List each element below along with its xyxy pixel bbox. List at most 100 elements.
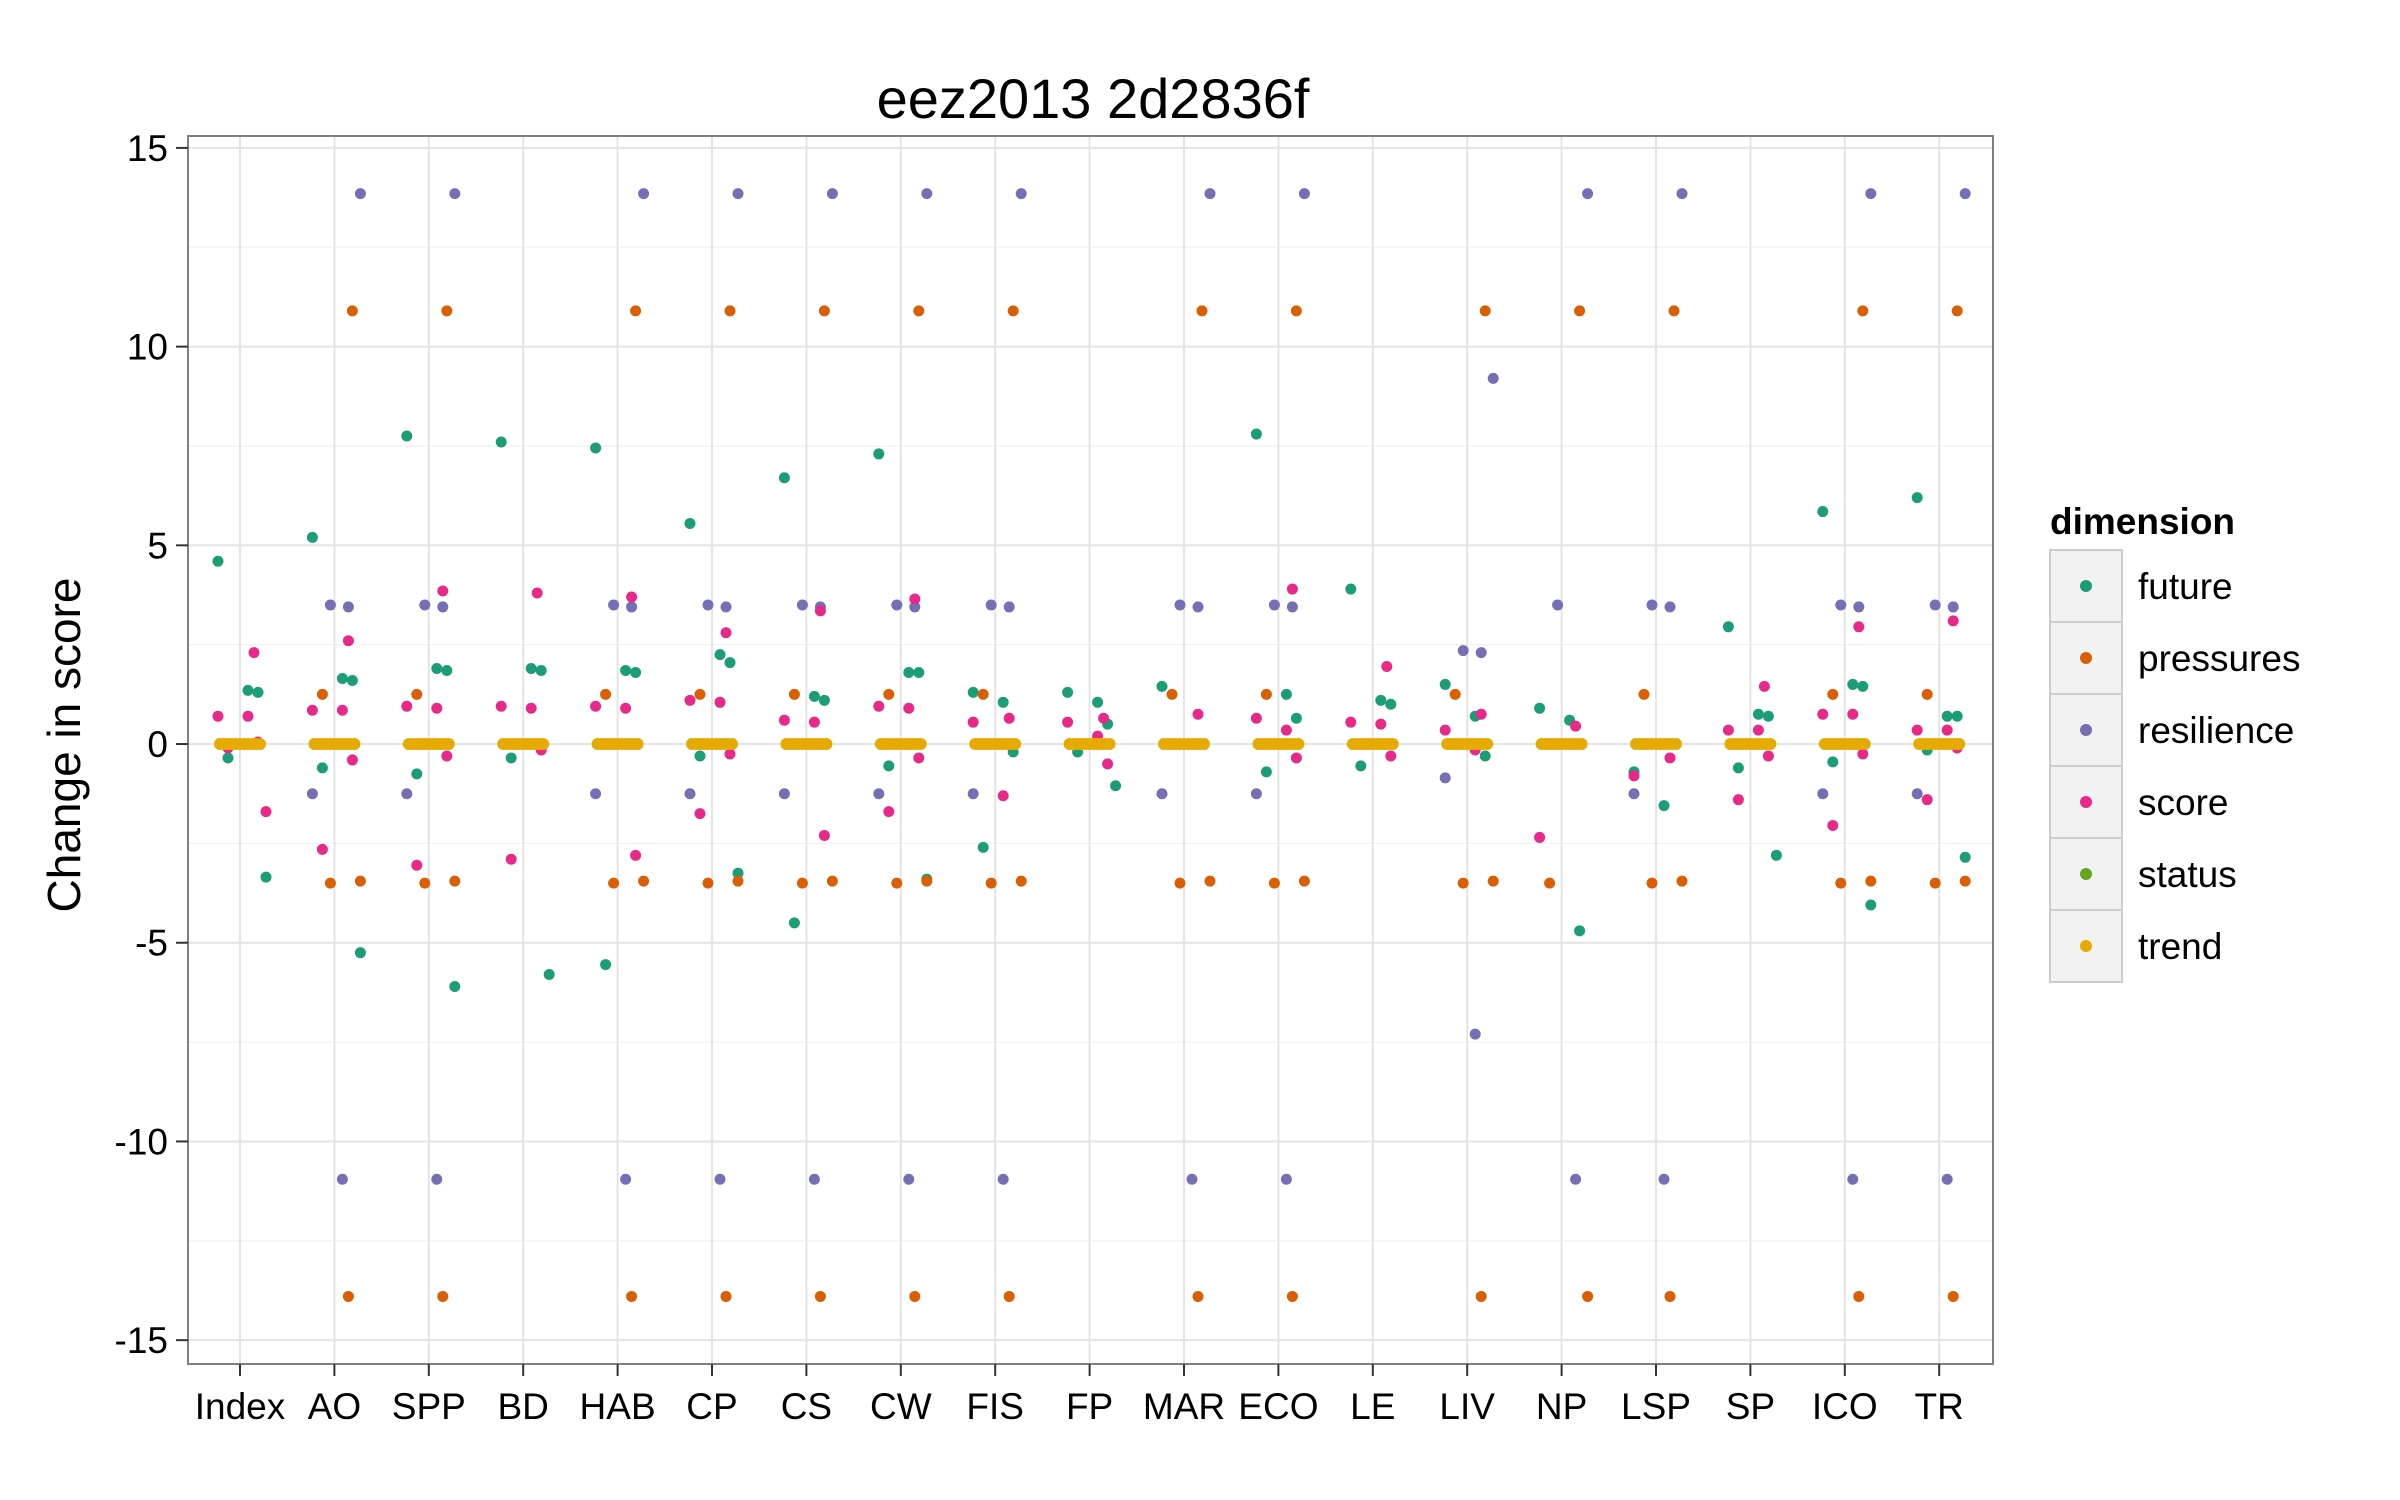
data-point-resilience [967,788,979,800]
data-point-score [531,587,543,599]
data-point-future [1770,849,1782,861]
data-point-pressures [826,875,838,887]
data-point-future [543,969,555,981]
data-point-future [1827,756,1839,768]
data-point-score [306,704,318,716]
data-point-score [1853,621,1865,633]
data-point-resilience [1469,1028,1481,1040]
data-point-resilience [714,1173,726,1185]
data-point-future [1722,621,1734,633]
data-point-resilience [909,601,921,613]
x-tick-label: MAR [1143,1386,1225,1427]
data-point-score [1827,820,1839,832]
data-point-future [590,442,602,454]
plot-area: 15 10 5 0 -5 -10 -15 Index AO SPP BD HAB CP CS CW FIS FP… [115,128,1994,1427]
data-point-score [1857,748,1869,760]
data-point-score [1817,708,1829,720]
data-point-pressures [1544,877,1556,889]
data-point-future [913,667,925,679]
x-tick-label: ICO [1812,1386,1878,1427]
data-point-trend [1953,738,1966,751]
data-point-pressures [788,688,800,700]
data-point-resilience [1570,1173,1582,1185]
data-point-pressures [1457,877,1469,889]
data-point-score [967,716,979,728]
data-point-score [626,591,638,603]
data-point-score [997,790,1009,802]
data-point-score [1192,708,1204,720]
data-point-trend [1009,738,1022,751]
data-point-pressures [909,1290,921,1302]
data-point-score [336,704,348,716]
data-point-score [1286,583,1298,595]
data-point-resilience [324,599,336,611]
data-point-score [913,752,925,764]
data-point-score [1345,716,1357,728]
data-point-score [1947,615,1959,627]
y-tick-label: -15 [115,1320,168,1361]
data-point-pressures [1638,688,1650,700]
data-point-resilience [702,599,714,611]
data-point-future [346,674,358,686]
data-point-pressures [316,688,328,700]
y-tick-label: 0 [147,724,168,765]
data-point-future [1762,710,1774,722]
data-point-score [873,700,885,712]
data-point-score [1847,708,1859,720]
data-point-future [1092,696,1104,708]
data-point-resilience [1929,599,1941,611]
data-point-pressures [694,688,706,700]
data-point-future [967,686,979,698]
data-point-pressures [977,688,989,700]
data-point-resilience [306,788,318,800]
data-point-pressures [796,877,808,889]
data-point-pressures [814,1290,826,1302]
data-point-pressures [1574,305,1586,317]
data-point-trend [442,738,455,751]
data-point-future [1732,762,1744,774]
data-point-pressures [985,877,997,889]
data-point-future [354,947,366,959]
data-point-score [694,808,706,820]
data-point-future [1658,800,1670,812]
data-point-score [1722,724,1734,736]
data-point-future [1865,899,1877,911]
data-point-future [1280,688,1292,700]
data-point-resilience [1658,1173,1670,1185]
data-point-resilience [1865,188,1877,200]
data-point-future [1110,780,1122,792]
data-point-future [732,867,744,879]
data-point-pressures [1015,875,1027,887]
data-point-future [535,665,547,677]
data-point-pressures [626,1290,638,1302]
data-point-score [342,635,354,647]
data-point-future [441,665,453,677]
x-tick-label: Index [195,1386,286,1427]
legend-swatch-trend [2080,940,2092,952]
data-point-future [1857,680,1869,692]
data-point-future [449,980,461,992]
data-point-pressures [449,875,461,887]
data-point-future [873,448,885,460]
data-point-pressures [1921,688,1933,700]
data-point-pressures [1298,875,1310,887]
data-point-score [903,702,915,714]
data-point-score [818,829,830,841]
y-tick-label: 10 [127,327,168,368]
data-point-future [1385,698,1397,710]
x-tick-label: TR [1915,1386,1964,1427]
data-point-score [1098,712,1110,724]
data-point-resilience [626,601,638,613]
data-point-resilience [1298,188,1310,200]
data-point-future [316,762,328,774]
data-point-score [1534,831,1546,843]
data-point-resilience [1286,601,1298,613]
x-tick-label: FIS [966,1386,1024,1427]
data-point-future [495,436,507,448]
data-point-score [909,593,921,605]
data-point-trend [1481,738,1494,751]
data-point-trend [1670,738,1682,751]
data-point-future [620,665,632,677]
